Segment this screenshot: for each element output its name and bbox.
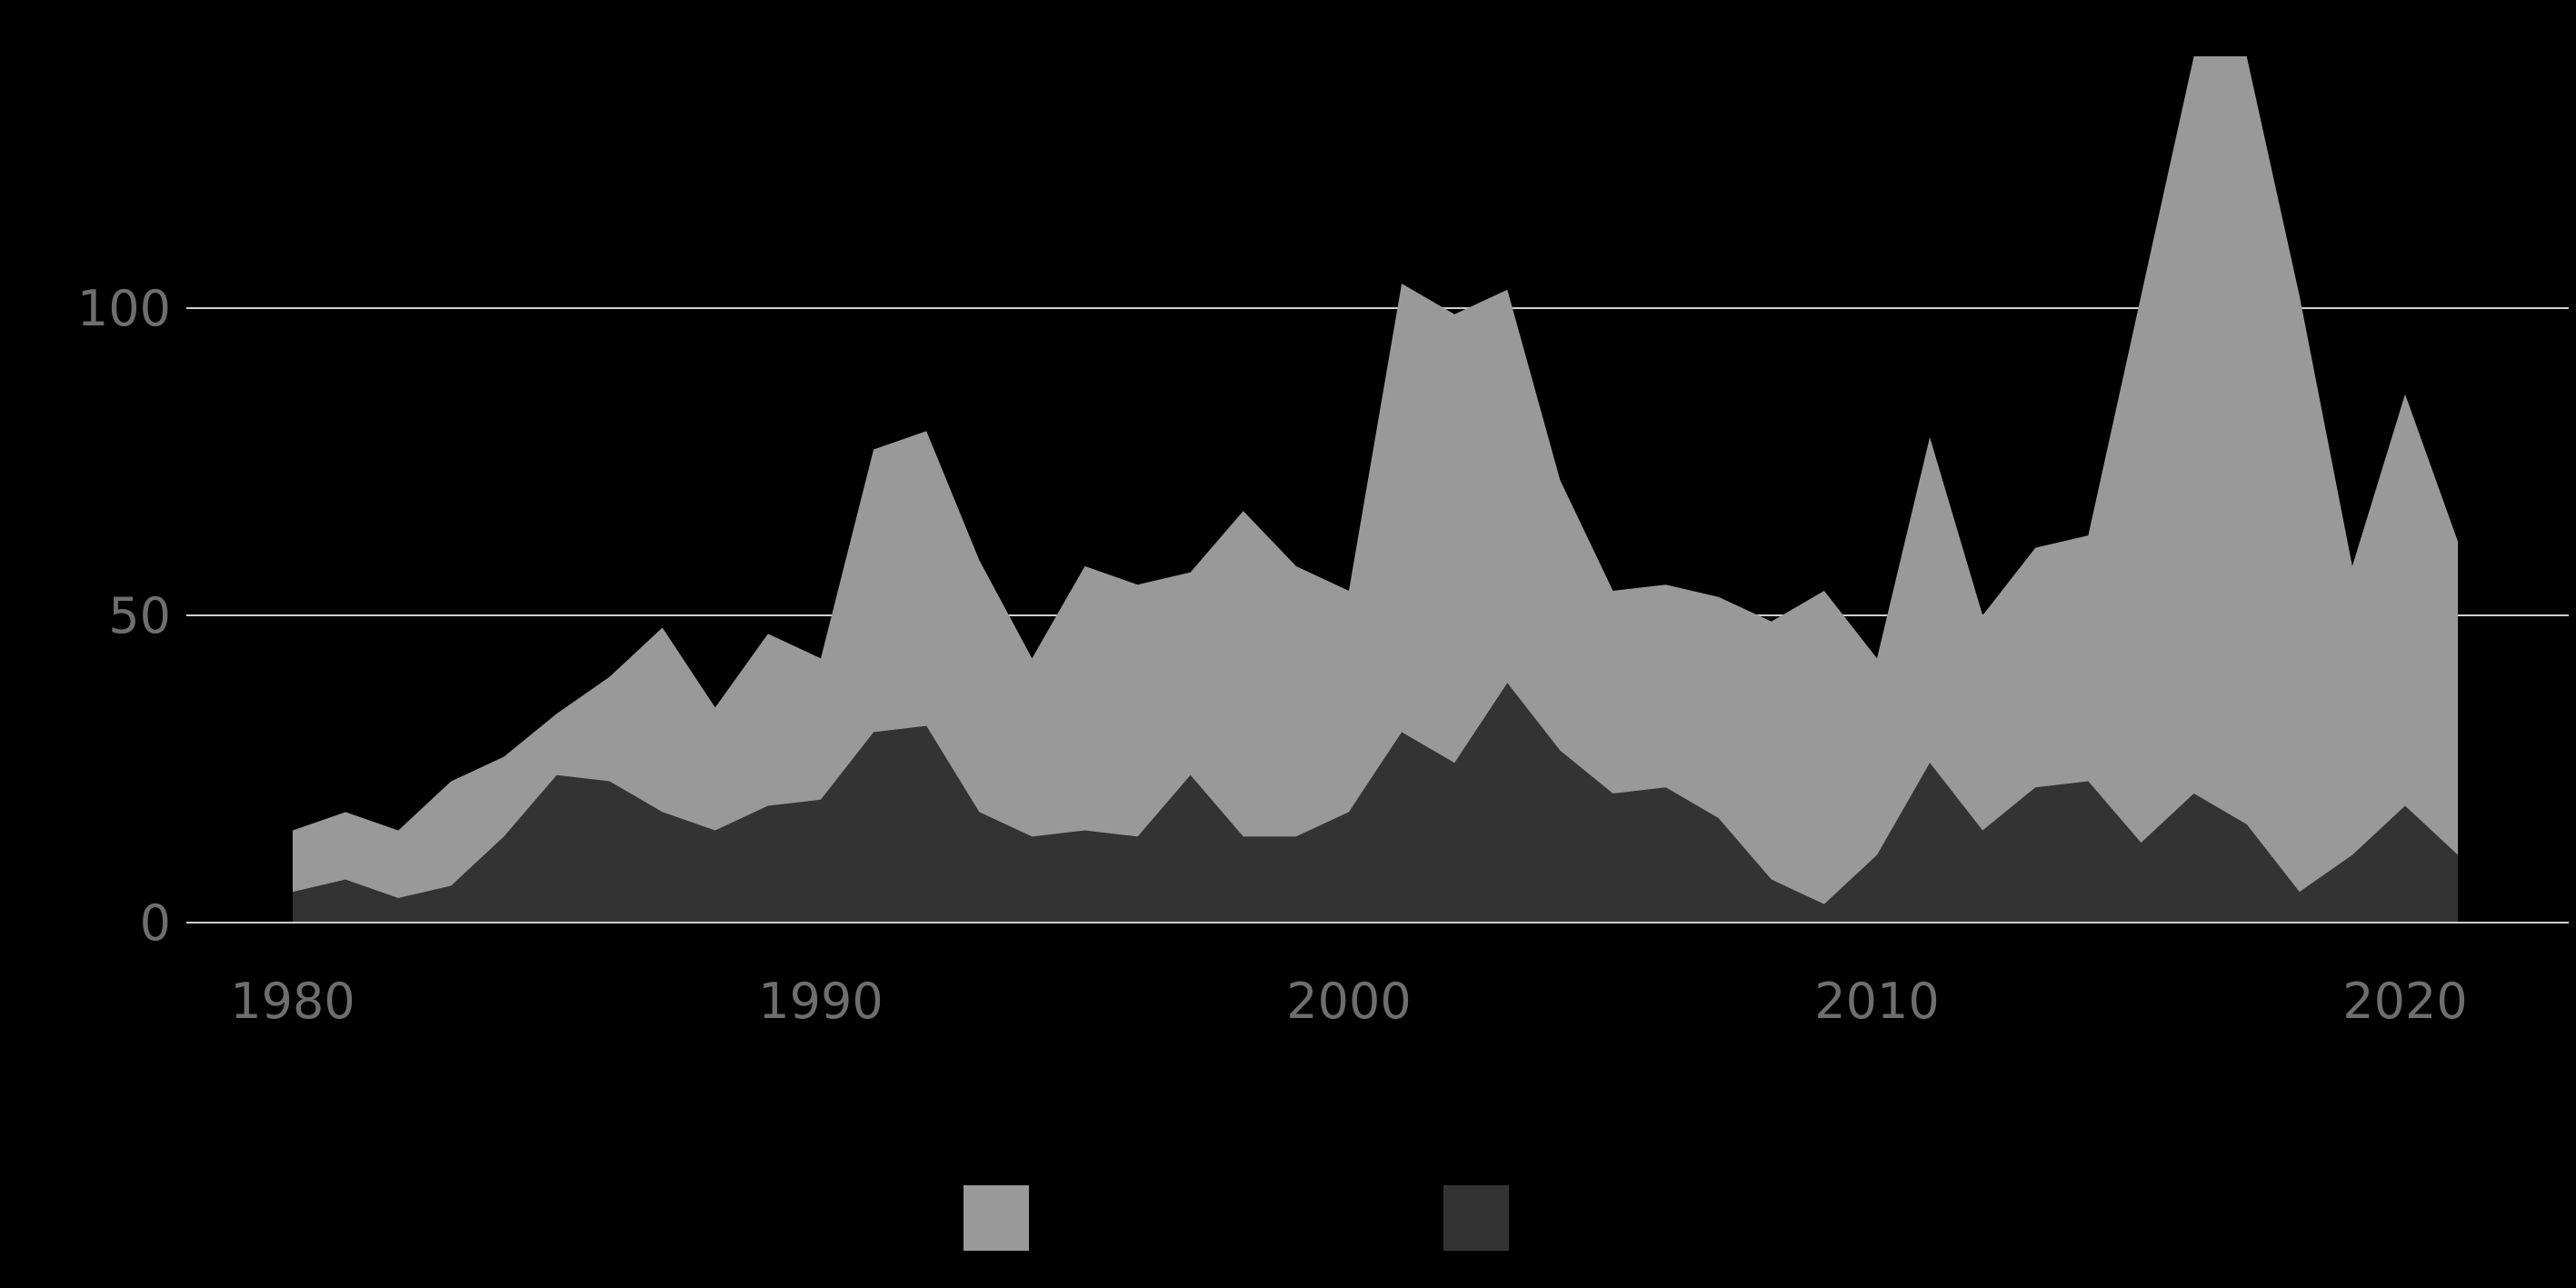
axes: 0 50 100 1980 1990 2000 2010 2020	[77, 280, 2569, 1030]
legend-swatch-1	[964, 1185, 1029, 1251]
area-series-1	[293, 683, 2459, 923]
area-series-2	[293, 55, 2459, 904]
x-tick-label: 1980	[230, 973, 354, 1030]
area-series	[293, 55, 2459, 923]
x-tick-label: 2010	[1814, 973, 1939, 1030]
x-tick-label: 2000	[1286, 973, 1411, 1030]
legend	[964, 1185, 1509, 1251]
y-tick-label: 50	[108, 587, 171, 644]
x-tick-label: 2020	[2342, 973, 2467, 1030]
y-tick-label: 0	[140, 894, 171, 952]
x-tick-label: 1990	[758, 973, 883, 1030]
y-tick-label: 100	[77, 280, 171, 337]
legend-swatch-2	[1443, 1185, 1509, 1251]
